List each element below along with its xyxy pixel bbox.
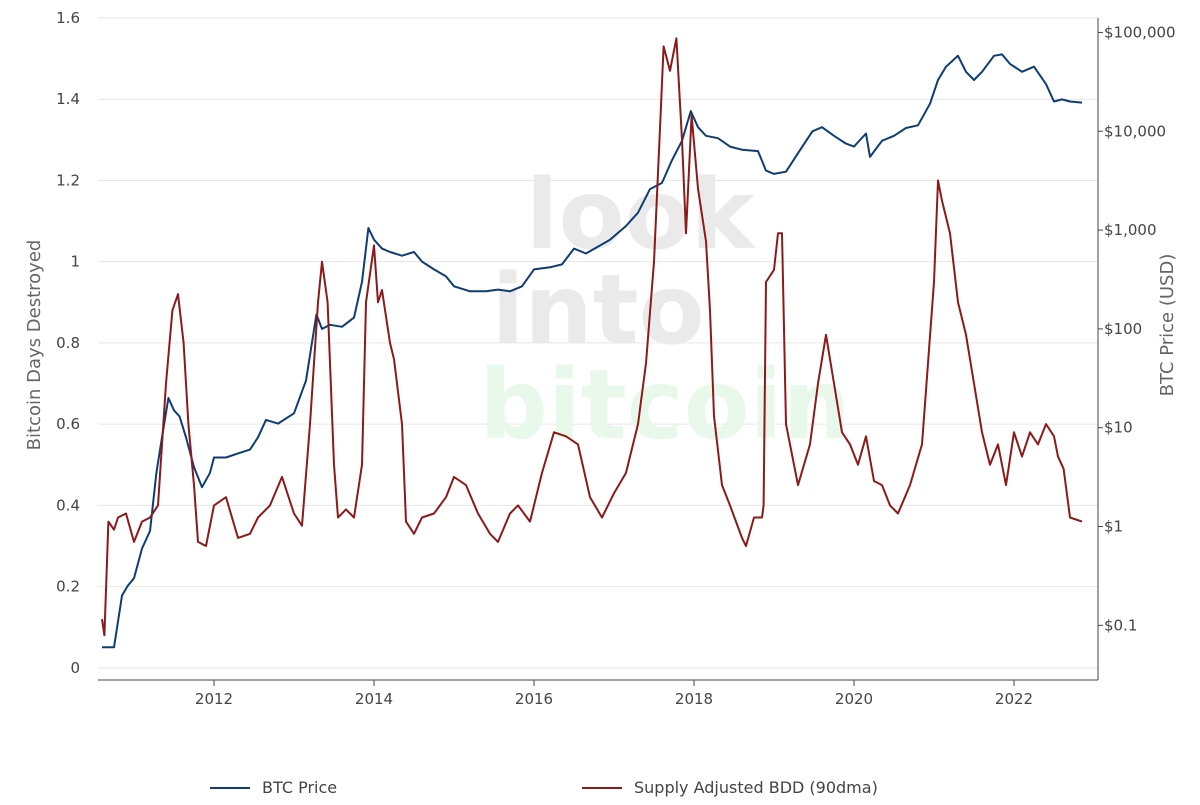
legend-item-btc-price[interactable]: BTC Price: [210, 778, 337, 797]
watermark-into: into: [491, 254, 704, 366]
y-left-tick-label: 0: [70, 659, 80, 677]
y-right-tick-label: $10,000: [1104, 122, 1166, 140]
x-tick-label: 2022: [995, 690, 1033, 708]
y-left-tick-label: 1: [70, 253, 80, 271]
y-left-tick-label: 1.4: [56, 90, 80, 108]
watermark-look: look: [526, 159, 757, 271]
x-tick-label: 2016: [515, 690, 553, 708]
legend-label-btc-price: BTC Price: [262, 778, 338, 797]
y-left-tick-label: 0.8: [56, 334, 80, 352]
chart-svg: look into bitcoin 2012 2014 2016 2018 2020 20…: [24, 9, 1178, 708]
y-right-axis-title: BTC Price (USD): [1157, 254, 1178, 397]
y-right-tick-label: $1: [1104, 518, 1123, 536]
x-tick-label: 2018: [675, 690, 713, 708]
y-right-tick-label: $0.1: [1104, 616, 1137, 634]
y-left-tick-label: 1.6: [56, 9, 80, 27]
legend-item-supply-adjusted-bdd[interactable]: Supply Adjusted BDD (90dma): [582, 778, 878, 797]
y-left-tick-label: 0.2: [56, 578, 80, 596]
x-tick-label: 2012: [195, 690, 233, 708]
series-lines: [101, 37, 1083, 649]
y-left-axis-title: Bitcoin Days Destroyed: [24, 240, 45, 451]
y-right-tick-label: $10: [1104, 419, 1133, 437]
watermark-bitcoin: bitcoin: [479, 349, 851, 461]
series-line-supply-adjusted-bdd: [101, 37, 1083, 637]
x-tick-label: 2014: [355, 690, 393, 708]
y-left-tick-label: 0.6: [56, 415, 80, 433]
y-left-tick-label: 1.2: [56, 171, 80, 189]
y-right-tick-label: $1,000: [1104, 221, 1157, 239]
y-left-tick-label: 0.4: [56, 496, 80, 514]
y-right-tick-label: $100,000: [1104, 23, 1176, 41]
legend-label-supply-adjusted-bdd: Supply Adjusted BDD (90dma): [634, 778, 878, 797]
legend: BTC Price Supply Adjusted BDD (90dma): [0, 778, 1200, 802]
tick-labels: 2012 2014 2016 2018 2020 2022 0 0.2 0.4 0.6 0.8 1 1.…: [56, 9, 1175, 708]
series-line-btc-price: [102, 53, 1083, 649]
y-right-tick-label: $100: [1104, 320, 1142, 338]
legend-swatch-btc-price: [210, 786, 250, 789]
legend-swatch-supply-adjusted-bdd: [582, 786, 622, 789]
x-tick-label: 2020: [835, 690, 873, 708]
axes: [98, 18, 1103, 686]
